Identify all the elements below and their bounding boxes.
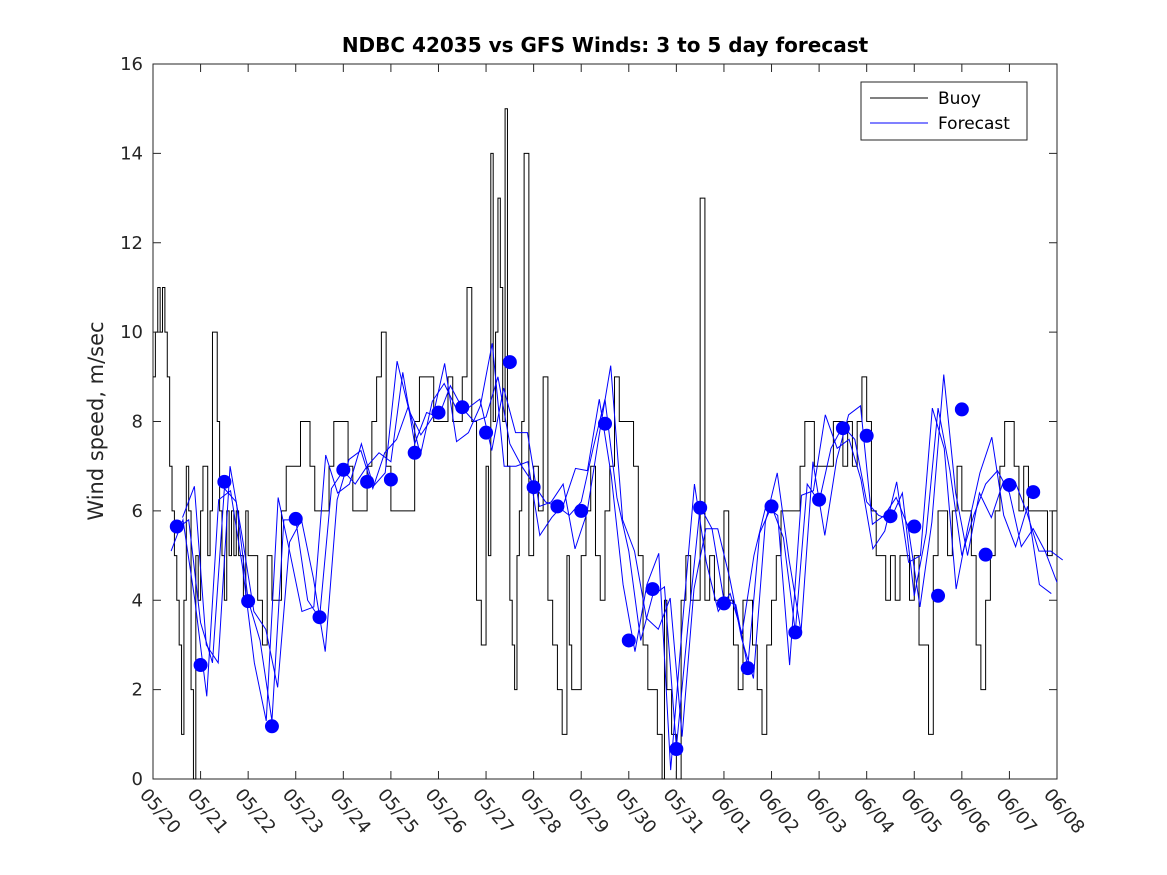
- forecast-marker: [526, 480, 541, 495]
- forecast-marker: [336, 462, 351, 477]
- forecast-marker: [740, 661, 755, 676]
- y-tick-label: 0: [132, 769, 143, 790]
- forecast-marker: [217, 474, 232, 489]
- forecast-marker: [502, 355, 517, 370]
- forecast-marker: [1026, 485, 1041, 500]
- forecast-marker: [788, 625, 803, 640]
- forecast-marker: [907, 519, 922, 534]
- y-tick-label: 4: [132, 590, 143, 611]
- legend: Buoy Forecast: [860, 81, 1028, 141]
- forecast-marker: [312, 610, 327, 625]
- legend-buoy-label: Buoy: [938, 89, 981, 109]
- forecast-marker: [621, 633, 636, 648]
- legend-forecast-label: Forecast: [938, 114, 1010, 134]
- forecast-marker: [241, 594, 256, 609]
- forecast-marker: [835, 421, 850, 436]
- forecast-marker: [764, 499, 779, 514]
- forecast-marker: [716, 596, 731, 611]
- y-axis-label: Wind speed, m/sec: [84, 321, 108, 520]
- y-tick-label: 10: [120, 322, 143, 343]
- forecast-series: [170, 343, 1064, 771]
- buoy-series: [153, 108, 1057, 780]
- forecast-line: [170, 343, 1052, 771]
- forecast-marker: [693, 500, 708, 515]
- forecast-markers: [169, 355, 1041, 757]
- forecast-marker: [360, 474, 375, 489]
- y-tick-label: 6: [132, 501, 143, 522]
- forecast-marker: [383, 472, 398, 487]
- forecast-marker: [431, 405, 446, 420]
- forecast-marker: [645, 582, 660, 597]
- forecast-marker: [812, 492, 827, 507]
- forecast-marker: [669, 742, 684, 757]
- forecast-marker: [954, 402, 969, 417]
- chart-title: NDBC 42035 vs GFS Winds: 3 to 5 day fore…: [342, 33, 869, 57]
- legend-box: [860, 81, 1028, 141]
- forecast-marker: [883, 509, 898, 524]
- buoy-line: [153, 108, 1057, 780]
- forecast-marker: [407, 445, 422, 460]
- forecast-marker: [264, 719, 279, 734]
- forecast-line: [182, 365, 1064, 737]
- forecast-marker: [169, 519, 184, 534]
- forecast-marker: [550, 499, 565, 514]
- forecast-marker: [574, 503, 589, 518]
- plot-area: 05/2005/2105/2205/2305/2405/2505/2605/27…: [120, 54, 1089, 838]
- forecast-marker: [598, 416, 612, 431]
- y-tick-label: 8: [132, 412, 143, 433]
- forecast-marker: [978, 547, 993, 562]
- y-tick-label: 2: [132, 680, 143, 701]
- forecast-marker: [859, 428, 874, 443]
- y-tick-label: 14: [120, 143, 143, 164]
- y-axis-ticks: 0 2 4 6 8 10 12 14 16: [120, 54, 1057, 790]
- forecast-marker: [193, 658, 208, 673]
- forecast-marker: [931, 588, 946, 603]
- forecast-marker: [455, 400, 470, 415]
- y-tick-label: 12: [120, 233, 143, 254]
- forecast-marker: [1002, 477, 1017, 492]
- forecast-marker: [479, 425, 494, 440]
- forecast-marker: [288, 511, 303, 526]
- y-tick-label: 16: [120, 54, 143, 75]
